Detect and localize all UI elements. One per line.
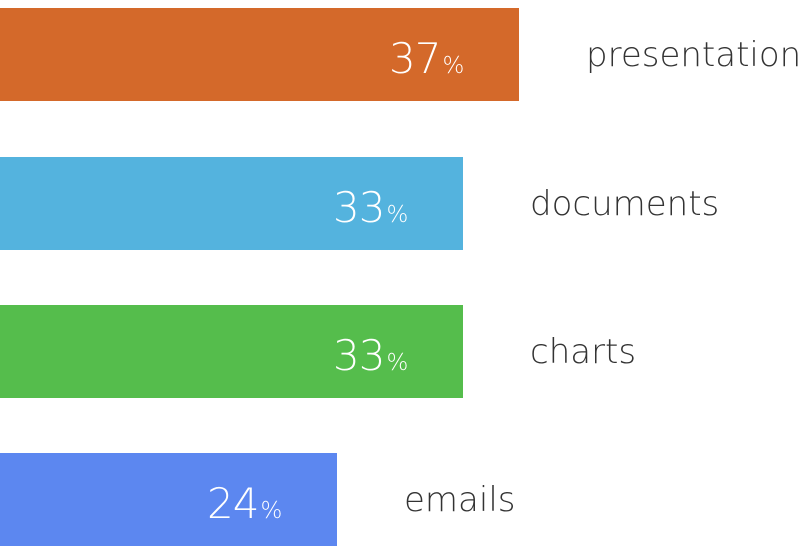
value-unit: %: [260, 497, 283, 524]
category-label-emails: emails: [404, 479, 516, 520]
bar-presentations: [0, 8, 519, 101]
value-unit: %: [386, 201, 409, 228]
value-number: 33: [333, 330, 385, 380]
value-number: 37: [389, 33, 441, 83]
value-label-presentations: 37%: [389, 37, 465, 80]
value-number: 24: [207, 478, 259, 528]
category-label-presentations: presentations: [586, 34, 800, 75]
bar-charts: [0, 305, 463, 398]
category-label-charts: charts: [530, 331, 637, 372]
bar-emails: [0, 453, 337, 546]
value-label-emails: 24%: [207, 482, 283, 525]
bar-documents: [0, 157, 463, 250]
value-number: 33: [333, 182, 385, 232]
value-label-charts: 33%: [333, 334, 409, 377]
value-label-documents: 33%: [333, 186, 409, 229]
value-unit: %: [386, 349, 409, 376]
category-label-documents: documents: [530, 183, 720, 224]
value-unit: %: [442, 52, 465, 79]
